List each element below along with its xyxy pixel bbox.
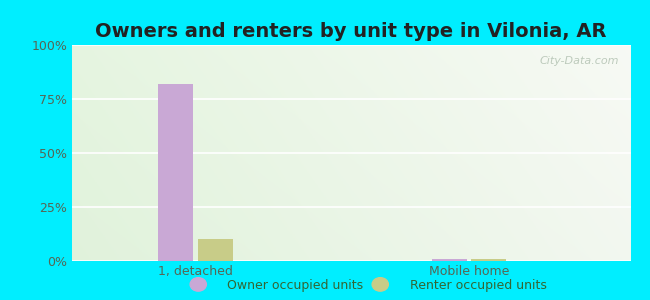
Ellipse shape bbox=[190, 278, 207, 291]
Bar bbox=[198, 239, 233, 261]
Title: Owners and renters by unit type in Vilonia, AR: Owners and renters by unit type in Vilon… bbox=[96, 22, 606, 41]
Bar bbox=[471, 259, 506, 261]
Text: Owner occupied units: Owner occupied units bbox=[227, 278, 363, 292]
Text: City-Data.com: City-Data.com bbox=[540, 56, 619, 66]
Text: Renter occupied units: Renter occupied units bbox=[410, 278, 547, 292]
Ellipse shape bbox=[372, 278, 389, 291]
Bar bbox=[159, 84, 193, 261]
Bar bbox=[432, 259, 467, 261]
